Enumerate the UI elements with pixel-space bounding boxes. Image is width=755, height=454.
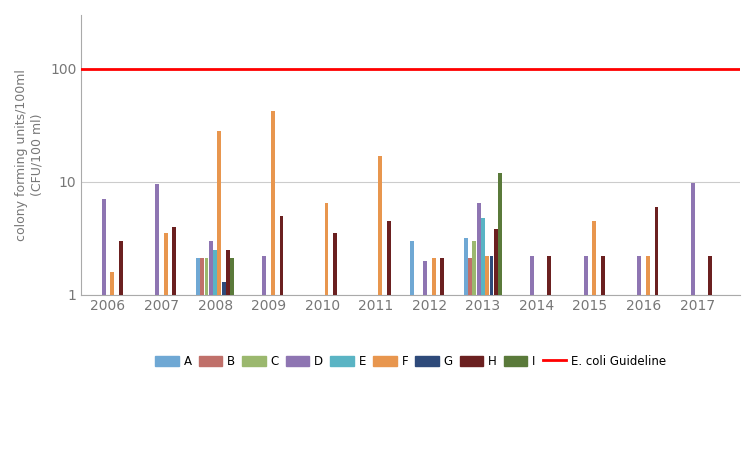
Bar — [205, 258, 208, 295]
Bar — [476, 203, 480, 295]
Bar — [646, 256, 650, 295]
Bar — [209, 241, 213, 295]
Bar — [410, 241, 414, 295]
Bar — [473, 241, 476, 295]
Bar — [481, 218, 485, 295]
Y-axis label: colony forming units/100ml
(CFU/100 ml): colony forming units/100ml (CFU/100 ml) — [15, 69, 43, 241]
Bar — [222, 282, 226, 295]
Bar — [119, 241, 123, 295]
Bar — [172, 227, 176, 295]
Bar — [440, 258, 444, 295]
Bar — [213, 250, 217, 295]
Bar — [432, 258, 436, 295]
Bar — [584, 256, 587, 295]
Bar — [547, 256, 551, 295]
Bar — [156, 184, 159, 295]
Bar — [279, 216, 283, 295]
Bar — [530, 256, 534, 295]
Bar — [378, 156, 382, 295]
Bar — [423, 261, 427, 295]
Bar — [200, 258, 204, 295]
Bar — [217, 131, 221, 295]
Bar — [333, 233, 337, 295]
Bar — [655, 207, 658, 295]
Bar — [494, 229, 498, 295]
Bar — [271, 111, 275, 295]
Bar — [708, 256, 712, 295]
Bar — [468, 258, 472, 295]
Bar — [263, 256, 267, 295]
Bar — [164, 233, 168, 295]
Bar — [485, 256, 489, 295]
Bar — [110, 271, 114, 295]
Bar — [691, 183, 695, 295]
Bar — [498, 173, 502, 295]
Bar — [226, 250, 230, 295]
Bar — [102, 199, 106, 295]
Legend: A, B, C, D, E, F, G, H, I, E. coli Guideline: A, B, C, D, E, F, G, H, I, E. coli Guide… — [150, 350, 670, 373]
Bar — [637, 256, 641, 295]
Bar — [325, 203, 328, 295]
Bar — [464, 237, 467, 295]
Bar — [230, 258, 234, 295]
Bar — [196, 258, 200, 295]
Bar — [601, 256, 605, 295]
Bar — [489, 256, 493, 295]
Bar — [593, 221, 596, 295]
Bar — [387, 221, 390, 295]
